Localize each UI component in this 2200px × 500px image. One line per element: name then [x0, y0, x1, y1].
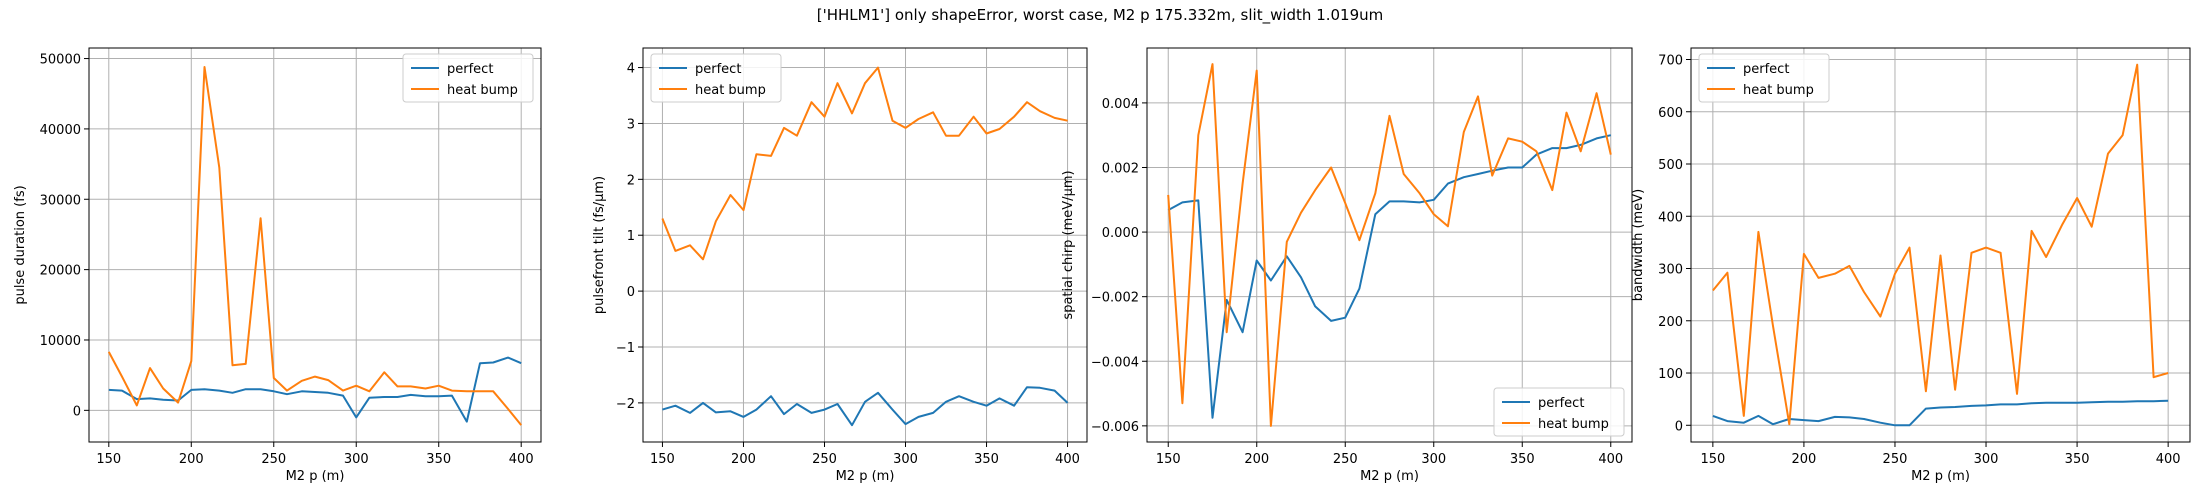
y-tick-label: 0.000: [1102, 226, 1139, 241]
series-line-heat-bump: [107, 66, 522, 426]
legend: perfect heat bump: [1698, 53, 1830, 103]
axes-frame: [1146, 47, 1633, 443]
y-tick-label: −2: [616, 397, 635, 412]
x-tick-label: 350: [1510, 452, 1535, 467]
x-axis-label: M2 p (m): [1360, 469, 1419, 484]
y-tick-label: 4: [627, 62, 635, 77]
x-tick-label: 350: [974, 452, 999, 467]
x-tick-label: 250: [1333, 452, 1358, 467]
x-tick-label: 150: [1156, 452, 1181, 467]
legend: perfect heat bump: [402, 53, 534, 103]
y-tick-label: 600: [1658, 106, 1683, 121]
x-tick-label: 250: [1883, 452, 1908, 467]
y-tick-label: 0: [73, 404, 81, 419]
y-tick-label: 500: [1658, 158, 1683, 173]
y-axis-label: bandwidth (meV): [1631, 189, 1646, 301]
series-line-perfect: [662, 386, 1069, 427]
x-axis-label: M2 p (m): [836, 469, 895, 484]
x-tick-label: 200: [179, 452, 204, 467]
y-tick-label: −0.006: [1091, 420, 1139, 435]
x-axis-label: M2 p (m): [286, 469, 345, 484]
x-tick-label: 350: [2065, 452, 2090, 467]
legend: perfect heat bump: [650, 53, 782, 103]
y-tick-label: −0.004: [1091, 355, 1139, 370]
x-tick-label: 400: [1055, 452, 1080, 467]
legend-label: perfect: [695, 62, 741, 77]
axes-frame: [1690, 47, 2191, 443]
x-tick-label: 300: [344, 452, 369, 467]
series-line-perfect: [108, 356, 522, 423]
x-tick-label: 200: [1244, 452, 1269, 467]
y-tick-label: 400: [1658, 210, 1683, 225]
x-tick-label: 350: [426, 452, 451, 467]
y-tick-label: 1: [627, 229, 635, 244]
legend-label: heat bump: [447, 83, 518, 98]
x-tick-label: 150: [1700, 452, 1725, 467]
series-line-heat-bump: [1167, 63, 1612, 427]
x-tick-label: 150: [650, 452, 675, 467]
series-line-heat-bump: [661, 66, 1068, 261]
y-tick-label: 0.002: [1102, 161, 1139, 176]
x-tick-label: 300: [1974, 452, 1999, 467]
y-tick-label: 20000: [40, 264, 81, 279]
subplot-2: 150 200 250 300 350 400 −2 −1 0 1 2 3 4 M2 p (m) pulse…: [592, 47, 1088, 484]
series-line-perfect: [1712, 399, 2169, 427]
y-tick-label: 0: [627, 285, 635, 300]
x-tick-label: 400: [1598, 452, 1623, 467]
x-tick-label: 250: [261, 452, 286, 467]
subplot-1: 150 200 250 300 350 400 0 10000 20000 30000 40000 5…: [13, 47, 542, 484]
x-axis-label: M2 p (m): [1911, 469, 1970, 484]
y-tick-label: 50000: [40, 53, 81, 68]
legend-label: perfect: [1743, 62, 1789, 77]
y-tick-label: 30000: [40, 193, 81, 208]
legend-label: heat bump: [1538, 417, 1609, 432]
y-tick-label: −0.002: [1091, 291, 1139, 306]
y-tick-label: 700: [1658, 53, 1683, 68]
figure-title: ['HHLM1'] only shapeError, worst case, M…: [816, 6, 1384, 24]
axes-frame: [88, 47, 542, 443]
y-tick-label: 0: [1675, 419, 1683, 434]
y-tick-label: 2: [627, 173, 635, 188]
axes-frame: [642, 47, 1088, 443]
y-tick-label: 10000: [40, 334, 81, 349]
series-line-heat-bump: [1712, 63, 2169, 426]
legend-label: heat bump: [1743, 83, 1814, 98]
legend: perfect heat bump: [1493, 387, 1625, 437]
x-tick-label: 150: [96, 452, 121, 467]
y-tick-label: 300: [1658, 263, 1683, 278]
x-tick-label: 200: [1791, 452, 1816, 467]
y-tick-label: 40000: [40, 123, 81, 138]
x-tick-label: 300: [1421, 452, 1446, 467]
series-line-perfect: [1167, 134, 1612, 419]
y-tick-label: 3: [627, 117, 635, 132]
subplot-3: 150 200 250 300 350 400 −0.006 −0.004 −0.002 0.00…: [1061, 47, 1633, 484]
legend-label: perfect: [1538, 396, 1584, 411]
legend-label: heat bump: [695, 83, 766, 98]
legend-label: perfect: [447, 62, 493, 77]
y-axis-label: pulse duration (fs): [13, 185, 28, 304]
subplot-4: 150 200 250 300 350 400 0 100 200 300 400 500 600 700…: [1631, 47, 2191, 484]
x-tick-label: 400: [509, 452, 534, 467]
y-tick-label: 0.004: [1102, 97, 1139, 112]
y-tick-label: −1: [616, 341, 635, 356]
x-tick-label: 250: [812, 452, 837, 467]
y-axis-label: spatial chirp (meV/μm): [1061, 170, 1076, 319]
y-axis-label: pulsefront tilt (fs/μm): [592, 176, 607, 314]
y-tick-label: 200: [1658, 315, 1683, 330]
x-tick-label: 400: [2156, 452, 2181, 467]
y-tick-label: 100: [1658, 367, 1683, 382]
x-tick-label: 300: [893, 452, 918, 467]
x-tick-label: 200: [731, 452, 756, 467]
